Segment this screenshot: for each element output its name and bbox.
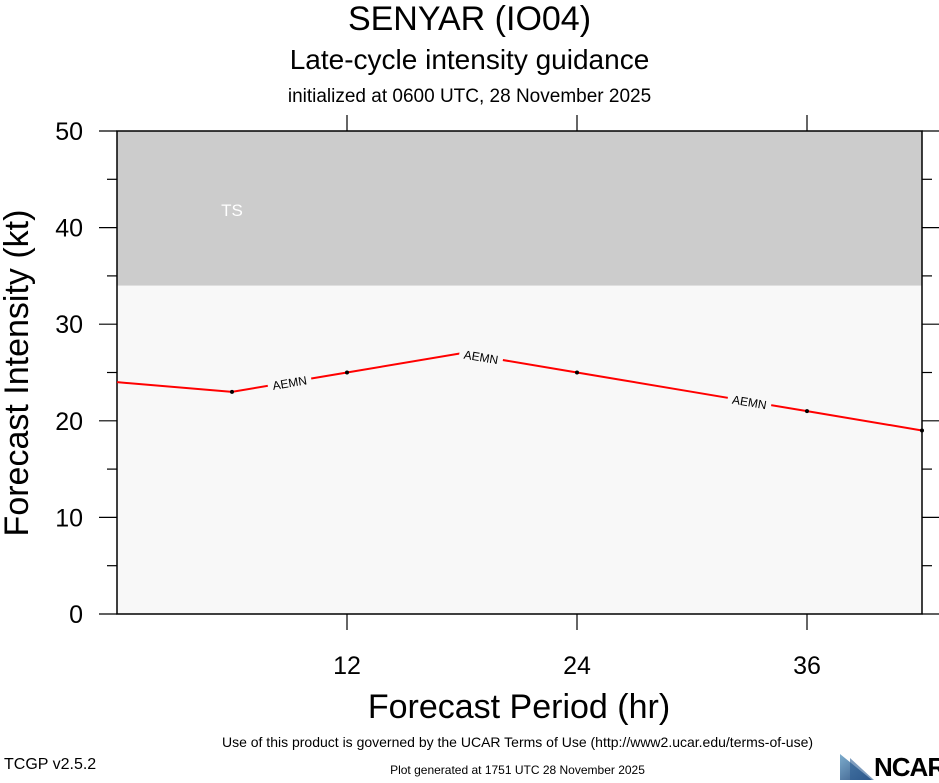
series-label-bg xyxy=(266,371,313,393)
data-point xyxy=(230,389,234,394)
series-label-bg xyxy=(458,345,505,367)
initialization-time: initialized at 0600 UTC, 28 November 202… xyxy=(287,86,652,107)
series-label-bg xyxy=(726,390,773,413)
band-label: TS xyxy=(221,201,243,220)
x-tick-label: 24 xyxy=(563,652,591,680)
chart-title: SENYAR (IO04) xyxy=(347,0,592,38)
series-label: AEMN xyxy=(731,393,768,413)
data-point xyxy=(920,428,924,433)
band-ts xyxy=(117,131,922,286)
x-axis-label: Forecast Period (hr) xyxy=(368,688,670,726)
x-tick-label: 36 xyxy=(793,652,821,680)
y-tick-label: 0 xyxy=(69,601,83,629)
y-tick-label: 30 xyxy=(55,311,83,339)
generated-timestamp: Plot generated at 1751 UTC 28 November 2… xyxy=(390,763,645,777)
series-label: AEMN xyxy=(463,348,500,368)
y-tick-label: 10 xyxy=(55,504,83,532)
data-point xyxy=(345,370,349,375)
series-label: AEMN xyxy=(271,373,308,393)
y-tick-label: 40 xyxy=(55,215,83,243)
x-tick-label: 12 xyxy=(333,652,361,680)
y-tick-label: 50 xyxy=(55,118,83,146)
chart-subtitle: Late-cycle intensity guidance xyxy=(289,44,650,75)
ncar-logo-text: NCAR xyxy=(874,752,939,782)
series-line xyxy=(116,352,923,432)
version-label: TCGP v2.5.2 xyxy=(4,756,97,773)
plot-area: TS 0 10 20 30 40 50 12 24 36 AEMN AEMN AEMN xyxy=(55,115,939,680)
terms-of-use: Use of this product is governed by the U… xyxy=(221,734,814,750)
y-tick-label: 20 xyxy=(55,408,83,436)
data-point xyxy=(575,370,579,375)
y-axis-label: Forecast Intensity (kt) xyxy=(0,210,36,537)
data-point xyxy=(805,409,809,414)
ncar-logo-icon xyxy=(840,754,874,780)
